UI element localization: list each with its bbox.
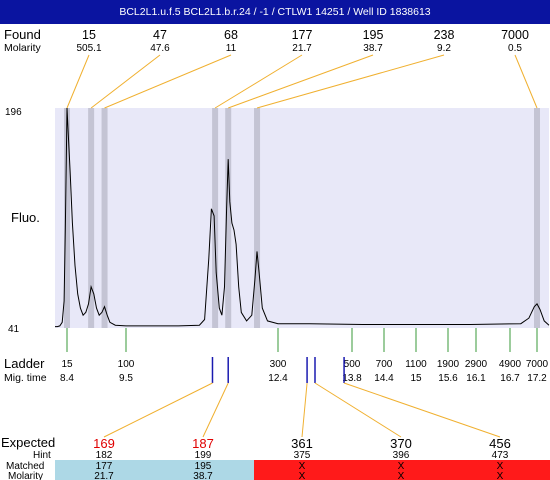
expected-size: 169 [93, 436, 115, 451]
ladder-size: 1100 [405, 359, 427, 370]
peak-band [254, 108, 261, 328]
found-connector [90, 54, 161, 109]
found-molarity: 9.2 [437, 43, 451, 54]
ladder-time: 17.2 [527, 373, 547, 384]
ladder-time: 12.4 [268, 373, 288, 384]
ladder-size: 700 [376, 359, 393, 370]
found-size: 15 [82, 28, 96, 42]
ladder-time: 13.8 [342, 373, 362, 384]
ladder-time: 16.7 [500, 373, 520, 384]
matched-size: X [299, 461, 306, 472]
ladder-time: 15.6 [438, 373, 458, 384]
expected-connector [314, 382, 402, 438]
found-molarity: 38.7 [363, 43, 383, 54]
matched-molarity: 38.7 [193, 471, 213, 480]
found-size: 7000 [501, 28, 529, 42]
matched-molarity: 21.7 [94, 471, 114, 480]
peak-band [88, 108, 95, 328]
ladder-time: 9.5 [119, 373, 133, 384]
found-connector [256, 54, 445, 109]
expected-connector [343, 382, 501, 438]
found-size: 177 [292, 28, 313, 42]
ladder-time: 14.4 [374, 373, 394, 384]
found-molarity: 21.7 [292, 43, 312, 54]
ladder-size: 300 [270, 359, 287, 370]
found-molarity: 505.1 [76, 43, 101, 54]
matched-molarity: X [398, 471, 405, 480]
matched-size: 177 [96, 461, 113, 472]
expected-connector [202, 382, 229, 438]
expected-label: Expected [1, 435, 55, 450]
found-size: 195 [363, 28, 384, 42]
mig-time-label: Mig. time [4, 372, 47, 384]
matched-size: X [398, 461, 405, 472]
y-axis-label: Fluo. [11, 210, 40, 225]
expected-size: 456 [489, 436, 511, 451]
matched-size: X [497, 461, 504, 472]
hint-size: 199 [195, 450, 212, 461]
matched-molarity: X [299, 471, 306, 480]
ladder-time: 16.1 [466, 373, 486, 384]
ladder-size: 500 [344, 359, 361, 370]
matched-ok-band [55, 460, 254, 480]
expected-connector [103, 382, 213, 438]
peak-band [64, 108, 70, 328]
ladder-time: 15 [410, 373, 422, 384]
found-label: Found [4, 27, 41, 42]
matched-label: Matched [6, 461, 44, 472]
hint-size: 182 [96, 450, 113, 461]
molarity-label: Molarity [4, 42, 42, 54]
found-molarity: 11 [226, 43, 237, 54]
hint-size: 396 [393, 450, 410, 461]
found-size: 47 [153, 28, 167, 42]
hint-size: 375 [294, 450, 311, 461]
ladder-size: 7000 [526, 359, 549, 370]
found-connector [104, 54, 232, 109]
found-connector [228, 54, 374, 109]
expected-size: 361 [291, 436, 313, 451]
ladder-size: 4900 [499, 359, 522, 370]
fluorescence-trace [55, 107, 550, 328]
peak-band [534, 108, 540, 328]
ladder-size: 15 [61, 359, 73, 370]
matched-fail-band [254, 460, 550, 480]
plot-area [55, 108, 549, 328]
expected-size: 370 [390, 436, 412, 451]
ladder-size: 100 [118, 359, 135, 370]
matched-size: 195 [195, 461, 212, 472]
found-connector [214, 54, 303, 109]
found-molarity: 47.6 [150, 43, 170, 54]
ladder-size: 1900 [437, 359, 460, 370]
y-tick-bottom: 41 [8, 324, 20, 335]
y-tick-top: 196 [5, 107, 22, 118]
molarity-bottom-label: Molarity [8, 471, 43, 480]
found-connector [514, 54, 538, 109]
found-size: 238 [434, 28, 455, 42]
found-molarity: 0.5 [508, 43, 522, 54]
matched-molarity: X [497, 471, 504, 480]
found-size: 68 [224, 28, 238, 42]
hint-size: 473 [492, 450, 509, 461]
hint-label: Hint [33, 450, 51, 461]
found-connector [66, 54, 90, 109]
peak-band [225, 108, 232, 328]
expected-size: 187 [192, 436, 214, 451]
expected-connector [301, 382, 308, 438]
peak-band [101, 108, 108, 328]
ladder-label: Ladder [4, 356, 45, 371]
header-title: BCL2L1.u.f.5 BCL2L1.b.r.24 / -1 / CTLW1 … [0, 0, 550, 24]
ladder-size: 2900 [465, 359, 488, 370]
ladder-time: 8.4 [60, 373, 74, 384]
peak-band [212, 108, 219, 328]
